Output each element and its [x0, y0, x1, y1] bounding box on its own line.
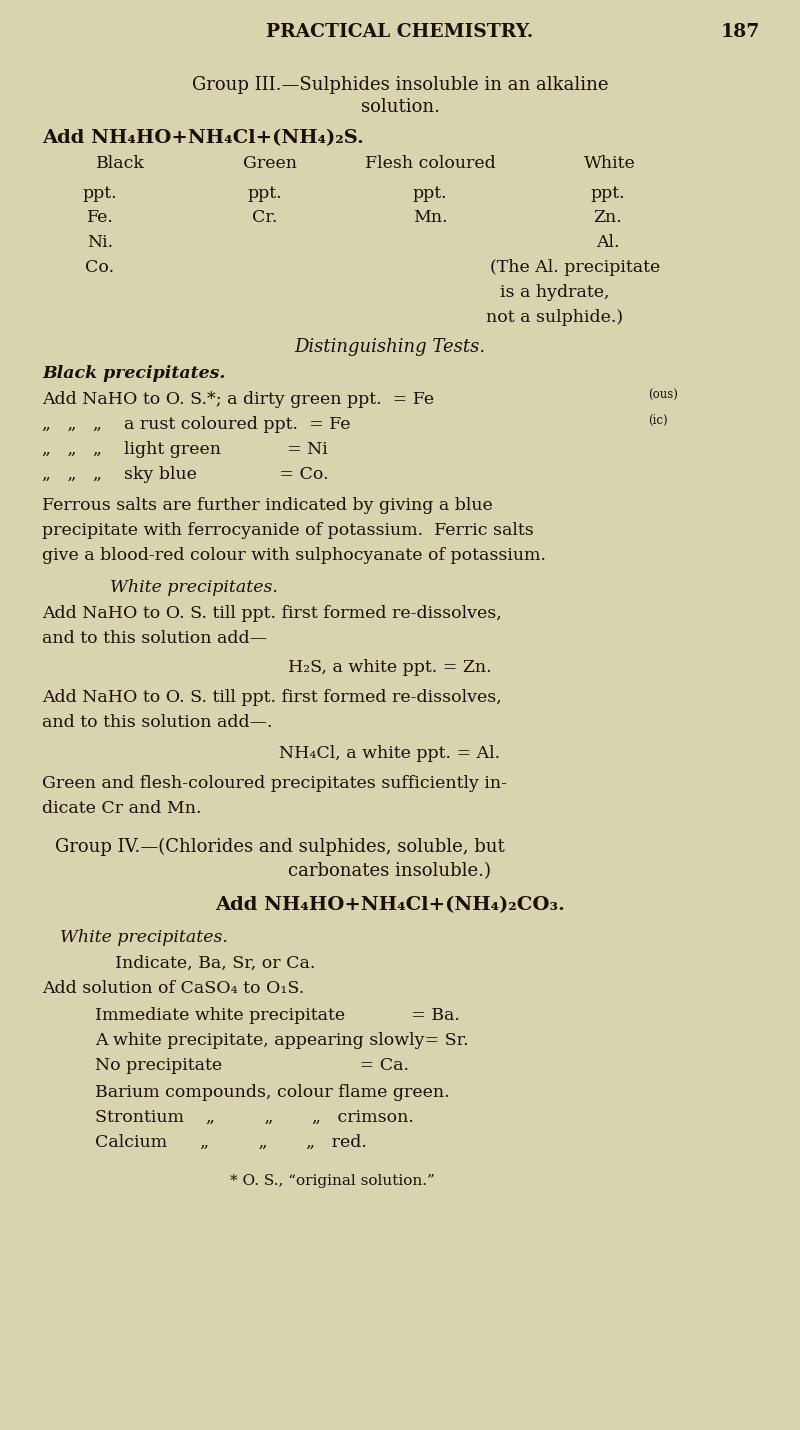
Text: Add NaHO to O. S. till ppt. first formed re-dissolves,: Add NaHO to O. S. till ppt. first formed…	[42, 689, 502, 706]
Text: Mn.: Mn.	[413, 209, 447, 226]
Text: give a blood-red colour with sulphocyanate of potassium.: give a blood-red colour with sulphocyana…	[42, 548, 546, 563]
Text: (ous): (ous)	[648, 389, 678, 402]
Text: and to this solution add—: and to this solution add—	[42, 631, 267, 646]
Text: White precipitates.: White precipitates.	[110, 579, 278, 596]
Text: Zn.: Zn.	[594, 209, 622, 226]
Text: ppt.: ppt.	[413, 184, 447, 202]
Text: Add NH₄HO+NH₄Cl+(NH₄)₂CO₃.: Add NH₄HO+NH₄Cl+(NH₄)₂CO₃.	[215, 897, 565, 914]
Text: Al.: Al.	[596, 235, 620, 252]
Text: NH₄Cl, a white ppt. = Al.: NH₄Cl, a white ppt. = Al.	[279, 745, 501, 762]
Text: Group III.—Sulphides insoluble in an alkaline: Group III.—Sulphides insoluble in an alk…	[192, 76, 608, 94]
Text: carbonates insoluble.): carbonates insoluble.)	[289, 862, 491, 879]
Text: Black: Black	[95, 154, 145, 172]
Text: White: White	[584, 154, 636, 172]
Text: Add NaHO to O. S.*; a dirty green ppt.  = Fe: Add NaHO to O. S.*; a dirty green ppt. =…	[42, 390, 434, 408]
Text: Immediate white precipitate            = Ba.: Immediate white precipitate = Ba.	[95, 1007, 460, 1024]
Text: Flesh coloured: Flesh coloured	[365, 154, 495, 172]
Text: White precipitates.: White precipitates.	[60, 930, 228, 947]
Text: PRACTICAL CHEMISTRY.: PRACTICAL CHEMISTRY.	[266, 23, 534, 41]
Text: Ferrous salts are further indicated by giving a blue: Ferrous salts are further indicated by g…	[42, 498, 493, 513]
Text: A white precipitate, appearing slowly= Sr.: A white precipitate, appearing slowly= S…	[95, 1032, 469, 1050]
Text: Indicate, Ba, Sr, or Ca.: Indicate, Ba, Sr, or Ca.	[115, 955, 315, 972]
Text: is a hydrate,: is a hydrate,	[500, 285, 610, 300]
Text: Group IV.—(Chlorides and sulphides, soluble, but: Group IV.—(Chlorides and sulphides, solu…	[55, 838, 505, 857]
Text: (ic): (ic)	[648, 415, 668, 428]
Text: not a sulphide.): not a sulphide.)	[486, 309, 623, 326]
Text: and to this solution add—.: and to this solution add—.	[42, 714, 273, 731]
Text: Fe.: Fe.	[86, 209, 114, 226]
Text: No precipitate                         = Ca.: No precipitate = Ca.	[95, 1057, 409, 1074]
Text: Barium compounds, colour flame green.: Barium compounds, colour flame green.	[95, 1084, 450, 1101]
Text: 187: 187	[721, 23, 760, 41]
Text: „   „   „    sky blue               = Co.: „ „ „ sky blue = Co.	[42, 466, 329, 483]
Text: Green: Green	[243, 154, 297, 172]
Text: solution.: solution.	[361, 99, 439, 116]
Text: ppt.: ppt.	[82, 184, 118, 202]
Text: Cr.: Cr.	[252, 209, 278, 226]
Text: Distinguishing Tests.: Distinguishing Tests.	[294, 337, 486, 356]
Text: ppt.: ppt.	[248, 184, 282, 202]
Text: Green and flesh-coloured precipitates sufficiently in-: Green and flesh-coloured precipitates su…	[42, 775, 507, 792]
Text: precipitate with ferrocyanide of potassium.  Ferric salts: precipitate with ferrocyanide of potassi…	[42, 522, 534, 539]
Text: H₂S, a white ppt. = Zn.: H₂S, a white ppt. = Zn.	[288, 659, 492, 676]
Text: „   „   „    light green            = Ni: „ „ „ light green = Ni	[42, 440, 328, 458]
Text: Add NH₄HO+NH₄Cl+(NH₄)₂S.: Add NH₄HO+NH₄Cl+(NH₄)₂S.	[42, 129, 364, 147]
Text: Black precipitates.: Black precipitates.	[42, 365, 226, 382]
Text: Co.: Co.	[86, 259, 114, 276]
Text: Add solution of CaSO₄ to O₁S.: Add solution of CaSO₄ to O₁S.	[42, 980, 304, 997]
Text: Strontium    „         „       „   crimson.: Strontium „ „ „ crimson.	[95, 1110, 414, 1125]
Text: Add NaHO to O. S. till ppt. first formed re-dissolves,: Add NaHO to O. S. till ppt. first formed…	[42, 605, 502, 622]
Text: ppt.: ppt.	[590, 184, 626, 202]
Text: dicate Cr and Mn.: dicate Cr and Mn.	[42, 799, 202, 817]
Text: Calcium      „         „       „   red.: Calcium „ „ „ red.	[95, 1134, 367, 1151]
Text: Ni.: Ni.	[87, 235, 113, 252]
Text: „   „   „    a rust coloured ppt.  = Fe: „ „ „ a rust coloured ppt. = Fe	[42, 416, 350, 433]
Text: * O. S., “original solution.”: * O. S., “original solution.”	[230, 1174, 434, 1188]
Text: (The Al. precipitate: (The Al. precipitate	[490, 259, 660, 276]
